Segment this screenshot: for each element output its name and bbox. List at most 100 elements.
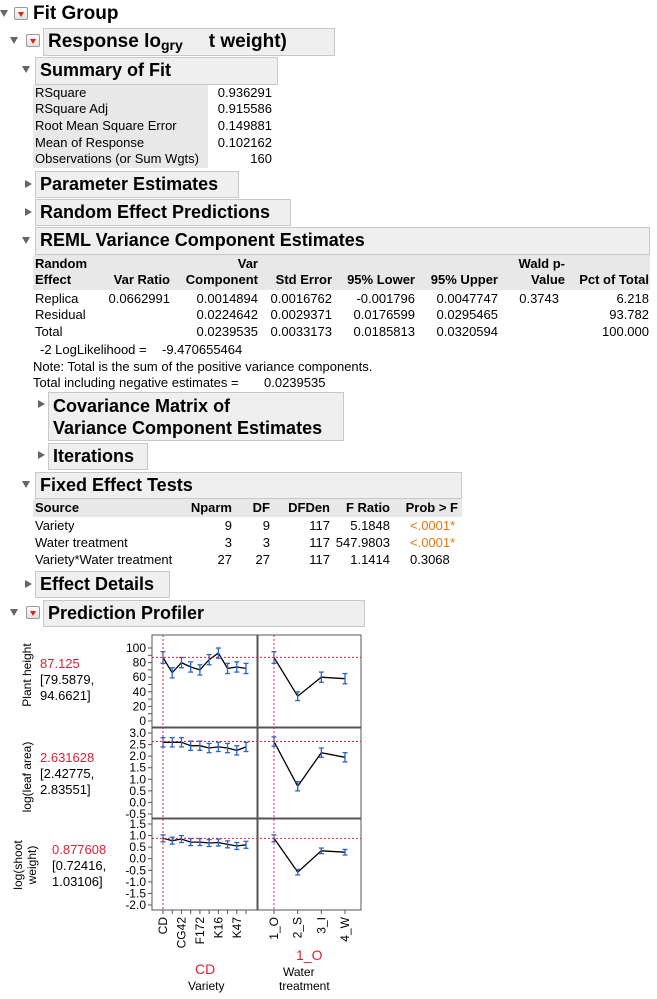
factor-current-variety[interactable]: CD bbox=[195, 961, 216, 977]
y-tick-label: 1.0 bbox=[129, 829, 146, 843]
y-tick-label: 20 bbox=[133, 699, 147, 713]
random-effect-predictions-disclosure-icon[interactable] bbox=[25, 208, 32, 216]
negative-estimates-value: 0.0239535 bbox=[264, 375, 326, 390]
fet-row-dfden: 117 bbox=[309, 535, 330, 550]
summary-of-fit-header: Summary of Fit bbox=[35, 57, 278, 85]
loglik-label: -2 LogLikelihood = bbox=[40, 342, 147, 357]
factor-current-water[interactable]: 1_O bbox=[296, 947, 323, 963]
iterations-header[interactable]: Iterations bbox=[48, 443, 148, 470]
fet-row-nparm: 9 bbox=[224, 518, 232, 533]
summary-value: 0.915586 bbox=[217, 101, 272, 116]
fet-row-source: Water treatment bbox=[35, 535, 128, 550]
covariance-header[interactable]: Covariance Matrix of Variance Component … bbox=[48, 392, 344, 441]
iterations-disclosure-icon[interactable] bbox=[38, 451, 45, 459]
fet-col-dfden: DFDen bbox=[288, 500, 330, 515]
y-tick-label: 1.5 bbox=[129, 817, 146, 831]
fet-row-dfden: 117 bbox=[309, 552, 330, 567]
reml-disclosure-icon[interactable] bbox=[22, 237, 30, 244]
response-title-rest: t weight) bbox=[208, 31, 287, 52]
response-ci: 94.6621] bbox=[40, 688, 91, 703]
response-title-overlap: gry bbox=[160, 37, 183, 53]
reml-row-upper: 0.0295465 bbox=[436, 307, 498, 322]
response-menu-icon[interactable] bbox=[26, 34, 40, 47]
response-value: 2.631628 bbox=[40, 750, 95, 765]
summary-label: RSquare bbox=[35, 85, 87, 100]
reml-row-std-error: 0.0033173 bbox=[270, 324, 332, 339]
response-ci: 2.83551] bbox=[40, 782, 91, 797]
summary-value: 0.936291 bbox=[217, 85, 272, 100]
y-tick-label: 40 bbox=[133, 685, 147, 699]
fit-group-menu-icon[interactable] bbox=[14, 7, 28, 20]
fet-col-fratio: F Ratio bbox=[345, 500, 390, 515]
summary-label: RSquare Adj bbox=[35, 101, 108, 116]
reml-row-pct: 6.218 bbox=[616, 291, 649, 306]
reml-row-var-ratio: 0.0662991 bbox=[108, 291, 170, 306]
y-tick-label: 1.5 bbox=[129, 761, 146, 775]
response-disclosure-icon[interactable] bbox=[10, 37, 18, 44]
effect-details-header[interactable]: Effect Details bbox=[35, 571, 170, 598]
factor-name-water-line1: Water bbox=[283, 965, 315, 979]
y-tick-label: 0.0 bbox=[129, 852, 146, 866]
reml-row-lower: 0.0185813 bbox=[353, 324, 415, 339]
y-tick-label: 100 bbox=[126, 641, 146, 655]
factor-name-variety: Variety bbox=[188, 979, 225, 993]
reml-col-effect: Effect bbox=[35, 272, 72, 287]
random-effect-predictions-header[interactable]: Random Effect Predictions bbox=[35, 199, 291, 226]
parameter-estimates-header[interactable]: Parameter Estimates bbox=[35, 171, 239, 198]
fet-col-df: DF bbox=[252, 500, 270, 515]
fixed-effect-tests-disclosure-icon[interactable] bbox=[22, 481, 30, 488]
fet-row-fratio: 547.9803 bbox=[335, 535, 390, 550]
x-tick-label: K16 bbox=[211, 917, 225, 939]
y-tick-label: -0.5 bbox=[125, 863, 146, 877]
parameter-estimates-disclosure-icon[interactable] bbox=[25, 180, 32, 188]
reml-col-std-error: Std Error bbox=[275, 272, 332, 287]
fet-row-df: 27 bbox=[255, 552, 270, 567]
summary-label: Mean of Response bbox=[35, 135, 145, 150]
summary-value: 160 bbox=[250, 151, 272, 166]
reml-col-upper: 95% Upper bbox=[430, 272, 498, 287]
reml-row-lower: -0.001796 bbox=[356, 291, 415, 306]
y-tick-label: 0.5 bbox=[129, 784, 146, 798]
reml-row-pct: 100.000 bbox=[602, 324, 649, 339]
reml-col-lower: 95% Lower bbox=[347, 272, 415, 287]
summary-label: Observations (or Sum Wgts) bbox=[35, 151, 199, 166]
fet-row-prob: 0.3068 bbox=[410, 552, 450, 567]
x-tick-label: 1_O bbox=[267, 917, 281, 940]
y-tick-label: 2.0 bbox=[129, 749, 146, 763]
response-value: 87.125 bbox=[40, 656, 80, 671]
covariance-title-line2: Variance Component Estimates bbox=[53, 418, 323, 438]
reml-col-pct: Pct of Total bbox=[579, 272, 649, 287]
reml-header: REML Variance Component Estimates bbox=[35, 227, 650, 255]
profiler-disclosure-icon[interactable] bbox=[10, 609, 18, 616]
summary-label: Root Mean Square Error bbox=[35, 118, 177, 133]
fet-row-fratio: 1.1414 bbox=[350, 552, 390, 567]
fet-row-df: 3 bbox=[262, 535, 270, 550]
factor-name-water-line2: treatment bbox=[279, 979, 330, 993]
profiler-curve bbox=[273, 741, 346, 788]
reml-note: Note: Total is the sum of the positive v… bbox=[33, 359, 373, 374]
response-ci: [79.5879, bbox=[40, 672, 95, 687]
profiler-curve bbox=[162, 652, 247, 674]
covariance-disclosure-icon[interactable] bbox=[38, 400, 45, 408]
profiler-curve bbox=[162, 837, 247, 847]
reml-col-effect: Random bbox=[35, 256, 87, 271]
y-tick-label: 0 bbox=[139, 714, 146, 728]
fit-group-disclosure-icon[interactable] bbox=[0, 10, 8, 17]
profiler-menu-icon[interactable] bbox=[26, 606, 40, 619]
reml-row-pct: 93.782 bbox=[609, 307, 649, 322]
reml-row-var-component: 0.0224642 bbox=[196, 307, 258, 322]
y-tick-label: 0.0 bbox=[129, 795, 146, 809]
reml-col-var-component: Var bbox=[237, 256, 258, 271]
fet-row-prob: <.0001* bbox=[410, 518, 456, 533]
y-tick-label: 2.5 bbox=[129, 738, 146, 752]
summary-disclosure-icon[interactable] bbox=[22, 66, 30, 73]
response-ci: 1.03106] bbox=[52, 874, 103, 889]
fit-group-title: Fit Group bbox=[33, 3, 119, 24]
x-tick-label: F172 bbox=[193, 917, 207, 945]
fixed-effect-tests-header: Fixed Effect Tests bbox=[35, 472, 462, 499]
x-tick-label: CG42 bbox=[174, 917, 188, 949]
effect-details-disclosure-icon[interactable] bbox=[25, 580, 32, 588]
prediction-profiler-header: Prediction Profiler bbox=[43, 600, 365, 627]
profiler-panel bbox=[151, 727, 258, 819]
